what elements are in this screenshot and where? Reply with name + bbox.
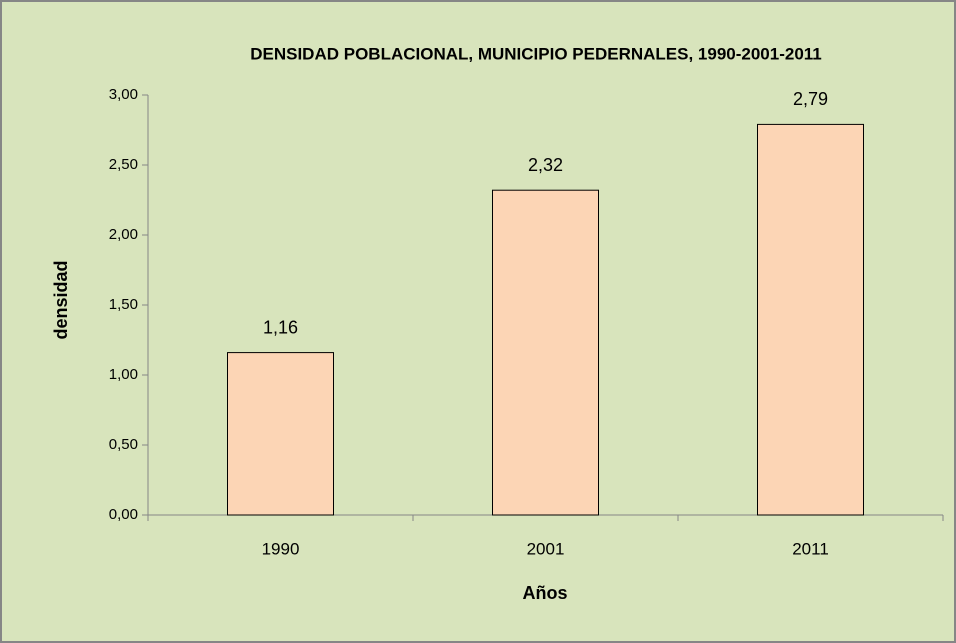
y-tick-label: 3,00 [109, 86, 138, 103]
y-tick-label: 1,50 [109, 296, 138, 313]
value-label: 2,79 [793, 89, 828, 109]
y-axis-title: densidad [51, 260, 71, 339]
y-tick-label: 2,50 [109, 156, 138, 173]
value-label: 2,32 [528, 155, 563, 175]
value-label: 1,16 [263, 317, 298, 337]
bar [227, 352, 334, 516]
x-axis-title: Años [523, 583, 568, 603]
x-tick-label: 1990 [262, 539, 300, 558]
x-tick-label: 2011 [792, 539, 829, 558]
chart-title: DENSIDAD POBLACIONAL, MUNICIPIO PEDERNAL… [250, 44, 822, 63]
y-tick-label: 2,00 [109, 226, 138, 243]
y-tick-label: 0,00 [109, 506, 138, 523]
y-tick-label: 1,00 [109, 366, 138, 383]
y-tick-label: 0,50 [109, 436, 138, 453]
bar [492, 189, 599, 516]
x-tick-label: 2001 [527, 539, 565, 558]
bar [757, 123, 864, 516]
